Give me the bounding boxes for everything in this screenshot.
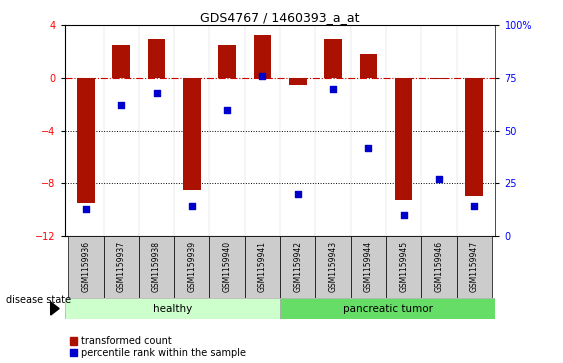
Bar: [421, 236, 457, 298]
Legend: transformed count, percentile rank within the sample: transformed count, percentile rank withi…: [70, 336, 246, 358]
Point: [152, 90, 161, 96]
Bar: [457, 236, 492, 298]
Bar: [324, 38, 342, 78]
Text: GSM1159941: GSM1159941: [258, 241, 267, 292]
Text: GSM1159946: GSM1159946: [435, 241, 444, 292]
Bar: [280, 236, 315, 298]
Bar: [65, 298, 280, 319]
Text: pancreatic tumor: pancreatic tumor: [343, 303, 433, 314]
Text: GSM1159936: GSM1159936: [82, 241, 91, 292]
Text: GSM1159940: GSM1159940: [222, 241, 231, 292]
Bar: [351, 236, 386, 298]
Bar: [360, 54, 377, 78]
Text: GSM1159937: GSM1159937: [117, 241, 126, 292]
Bar: [209, 236, 245, 298]
Bar: [218, 45, 236, 78]
Text: GSM1159942: GSM1159942: [293, 241, 302, 292]
Point: [82, 206, 91, 212]
Bar: [395, 78, 413, 200]
Point: [399, 212, 408, 218]
Bar: [148, 38, 166, 78]
Bar: [386, 236, 421, 298]
Bar: [289, 78, 307, 85]
Point: [364, 144, 373, 150]
Text: GSM1159943: GSM1159943: [329, 241, 338, 292]
Bar: [113, 45, 130, 78]
Point: [117, 102, 126, 108]
Text: disease state: disease state: [6, 295, 71, 305]
Text: GSM1159945: GSM1159945: [399, 241, 408, 292]
Point: [435, 176, 444, 182]
Bar: [104, 236, 139, 298]
Point: [258, 73, 267, 79]
Bar: [253, 34, 271, 78]
Bar: [280, 298, 495, 319]
Point: [293, 191, 302, 197]
Bar: [77, 78, 95, 203]
Point: [329, 86, 338, 91]
Bar: [430, 78, 448, 79]
Text: GSM1159944: GSM1159944: [364, 241, 373, 292]
Point: [187, 204, 196, 209]
Bar: [139, 236, 174, 298]
Bar: [68, 236, 104, 298]
Title: GDS4767 / 1460393_a_at: GDS4767 / 1460393_a_at: [200, 11, 360, 24]
Bar: [315, 236, 351, 298]
Bar: [174, 236, 209, 298]
Point: [470, 204, 479, 209]
Point: [222, 107, 231, 113]
Text: GSM1159939: GSM1159939: [187, 241, 196, 292]
Bar: [466, 78, 483, 196]
Text: healthy: healthy: [153, 303, 192, 314]
Text: GSM1159938: GSM1159938: [152, 241, 161, 292]
Bar: [245, 236, 280, 298]
Text: GSM1159947: GSM1159947: [470, 241, 479, 292]
Bar: [183, 78, 200, 190]
